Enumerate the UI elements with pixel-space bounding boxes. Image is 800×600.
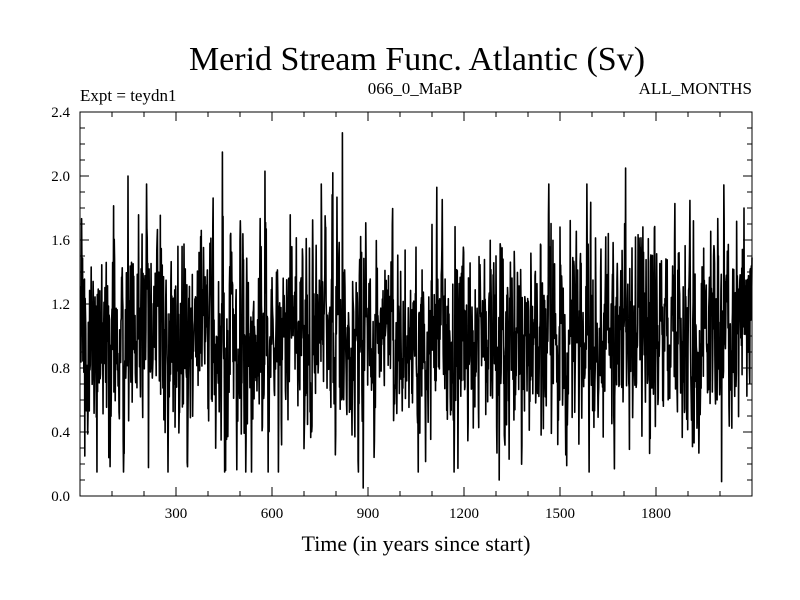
x-tick-label: 300	[165, 506, 188, 522]
experiment-label: Expt = teydn1	[80, 86, 176, 105]
x-tick-label: 1200	[449, 506, 479, 522]
series-line	[79, 132, 753, 489]
x-axis-label: Time (in years since start)	[302, 531, 531, 556]
y-tick-label: 0.0	[51, 489, 70, 505]
x-tick-label: 1800	[641, 506, 671, 522]
x-tick-label: 900	[357, 506, 380, 522]
y-tick-label: 0.8	[51, 361, 70, 377]
y-tick-label: 1.2	[51, 297, 70, 313]
x-tick-label: 600	[261, 506, 284, 522]
chart-title: Merid Stream Func. Atlantic (Sv)	[189, 41, 645, 78]
period-label: 066_0_MaBP	[368, 79, 462, 98]
y-tick-label: 2.4	[51, 105, 70, 121]
y-tick-label: 1.6	[51, 233, 70, 249]
x-tick-label: 1500	[545, 506, 575, 522]
y-tick-label: 2.0	[51, 169, 70, 185]
y-tick-label: 0.4	[51, 425, 70, 441]
plot-area: 300 600 900 1200 1500 1800 0.0 0.4 0.8 1.2 1.6 2.0 2…	[51, 105, 753, 522]
months-label: ALL_MONTHS	[639, 79, 752, 98]
